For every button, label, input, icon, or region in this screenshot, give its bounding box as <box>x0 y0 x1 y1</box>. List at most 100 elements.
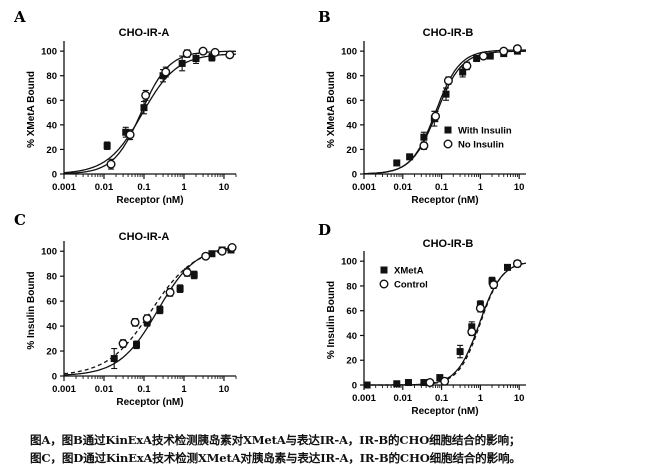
fit-curve-2 <box>64 50 236 175</box>
data-point-circle <box>142 314 152 324</box>
legend-marker-square <box>380 266 388 274</box>
data-point-circle <box>182 49 192 59</box>
data-point-square <box>436 374 444 382</box>
data-point-circle <box>467 327 477 337</box>
data-point-circle <box>201 251 211 261</box>
y-tick-label: 100 <box>341 257 357 268</box>
x-tick-label: 0.001 <box>352 393 376 404</box>
data-point-square <box>156 306 164 314</box>
y-tick-label: 80 <box>46 71 57 82</box>
data-point-circle <box>489 280 499 290</box>
data-point-circle <box>210 47 220 57</box>
data-point-circle <box>440 376 450 386</box>
data-point-circle <box>130 317 140 327</box>
y-tick-label: 60 <box>46 96 57 107</box>
data-point-circle <box>198 46 208 56</box>
data-point-circle <box>141 90 151 100</box>
fit-curve-1 <box>364 262 527 386</box>
x-tick-label: 1 <box>181 182 187 193</box>
x-tick-label: 0.1 <box>435 182 449 193</box>
data-point-square <box>503 263 511 271</box>
data-point-square <box>459 68 467 76</box>
data-point-square <box>363 381 371 389</box>
x-axis-label: Receptor (nM) <box>411 195 478 206</box>
fit-curve-2 <box>363 49 526 175</box>
y-axis-label: % XMetA Bound <box>326 71 337 148</box>
data-point-square <box>192 55 200 63</box>
fit-curve-2 <box>63 248 237 375</box>
legend-marker-circle <box>443 139 453 149</box>
x-tick-label: 1 <box>478 182 484 193</box>
y-tick-label: 60 <box>46 297 57 308</box>
data-point-square <box>393 380 401 388</box>
data-point-square <box>140 104 148 112</box>
chart-title: CHO-IR-B <box>423 27 474 39</box>
y-tick-label: 100 <box>341 47 357 58</box>
panel-letter: C <box>14 211 26 229</box>
data-point-square <box>486 52 494 60</box>
chart-panel-a: A CHO-IR-A 0 20 40 60 80 100 0.001 0.01 0.1 1 10 Rece… <box>13 8 237 206</box>
y-axis-label: % Insulin Bound <box>326 281 337 359</box>
fit-curve-1 <box>364 50 526 175</box>
panel-letter: B <box>318 8 331 26</box>
chart-title: CHO-IR-B <box>423 238 474 250</box>
legend: With Insulin No Insulin <box>443 126 512 151</box>
data-point-circle <box>443 76 453 86</box>
x-tick-label: 0.1 <box>435 393 449 404</box>
y-tick-label: 20 <box>46 347 57 358</box>
x-axis-label: Receptor (nM) <box>116 195 183 206</box>
chart-panel-c: C CHO-IR-A 0 20 40 60 80 100 0.001 0.01 0.1 1 10 Rece… <box>14 211 237 408</box>
data-point-square <box>473 55 481 63</box>
y-tick-label: 40 <box>46 120 57 131</box>
data-point-circle <box>165 287 175 297</box>
data-point-square <box>132 341 140 349</box>
data-point-square <box>406 153 414 161</box>
x-tick-label: 0.001 <box>52 384 76 395</box>
data-point-square <box>178 59 186 67</box>
y-axis-label: % Insulin Bound <box>26 271 37 349</box>
legend-label: With Insulin <box>458 126 512 137</box>
legend-marker-square <box>444 126 452 134</box>
x-tick-label: 10 <box>514 182 525 193</box>
x-tick-label: 1 <box>181 384 187 395</box>
legend-label: No Insulin <box>458 140 504 151</box>
data-point-square <box>110 355 118 363</box>
data-point-circle <box>512 259 522 269</box>
data-point-circle <box>431 111 441 121</box>
chart-title: CHO-IR-A <box>119 27 170 39</box>
data-point-square <box>393 159 401 167</box>
data-point-square <box>103 142 111 150</box>
x-tick-label: 10 <box>219 182 230 193</box>
y-tick-label: 0 <box>52 170 57 181</box>
y-tick-label: 40 <box>346 331 357 342</box>
y-tick-label: 80 <box>346 281 357 292</box>
data-point-circle <box>106 159 116 169</box>
y-tick-label: 0 <box>352 170 357 181</box>
legend-label: XMetA <box>394 266 424 277</box>
data-point-square <box>404 379 412 387</box>
x-tick-label: 0.001 <box>352 182 376 193</box>
data-point-square <box>208 250 216 258</box>
data-point-circle <box>419 141 429 151</box>
y-tick-label: 80 <box>346 71 357 82</box>
y-tick-label: 20 <box>346 356 357 367</box>
x-tick-label: 1 <box>478 393 484 404</box>
data-point-square <box>190 271 198 279</box>
data-point-square <box>420 133 428 141</box>
data-point-circle <box>118 339 128 349</box>
y-tick-label: 40 <box>346 120 357 131</box>
chart-title: CHO-IR-A <box>119 231 170 243</box>
data-point-circle <box>499 46 509 56</box>
x-tick-label: 0.1 <box>137 182 151 193</box>
caption-line-1: 图A，图B通过KinExA技术检测胰岛素对XMetA与表达IR-A，IR-B的C… <box>30 433 521 447</box>
data-point-circle <box>161 67 171 77</box>
x-tick-label: 0.01 <box>394 182 413 193</box>
y-tick-label: 20 <box>46 145 57 156</box>
y-axis-label: % XMetA Bound <box>26 71 37 148</box>
data-point-square <box>159 72 167 80</box>
data-point-circle <box>462 61 472 71</box>
caption-line-2: 图C，图D通过KinExA技术检测XMetA对胰岛素与表达IR-A，IR-B的C… <box>30 451 521 465</box>
x-tick-label: 10 <box>514 393 525 404</box>
legend: XMetA Control <box>379 266 428 291</box>
legend-label: Control <box>394 280 428 291</box>
